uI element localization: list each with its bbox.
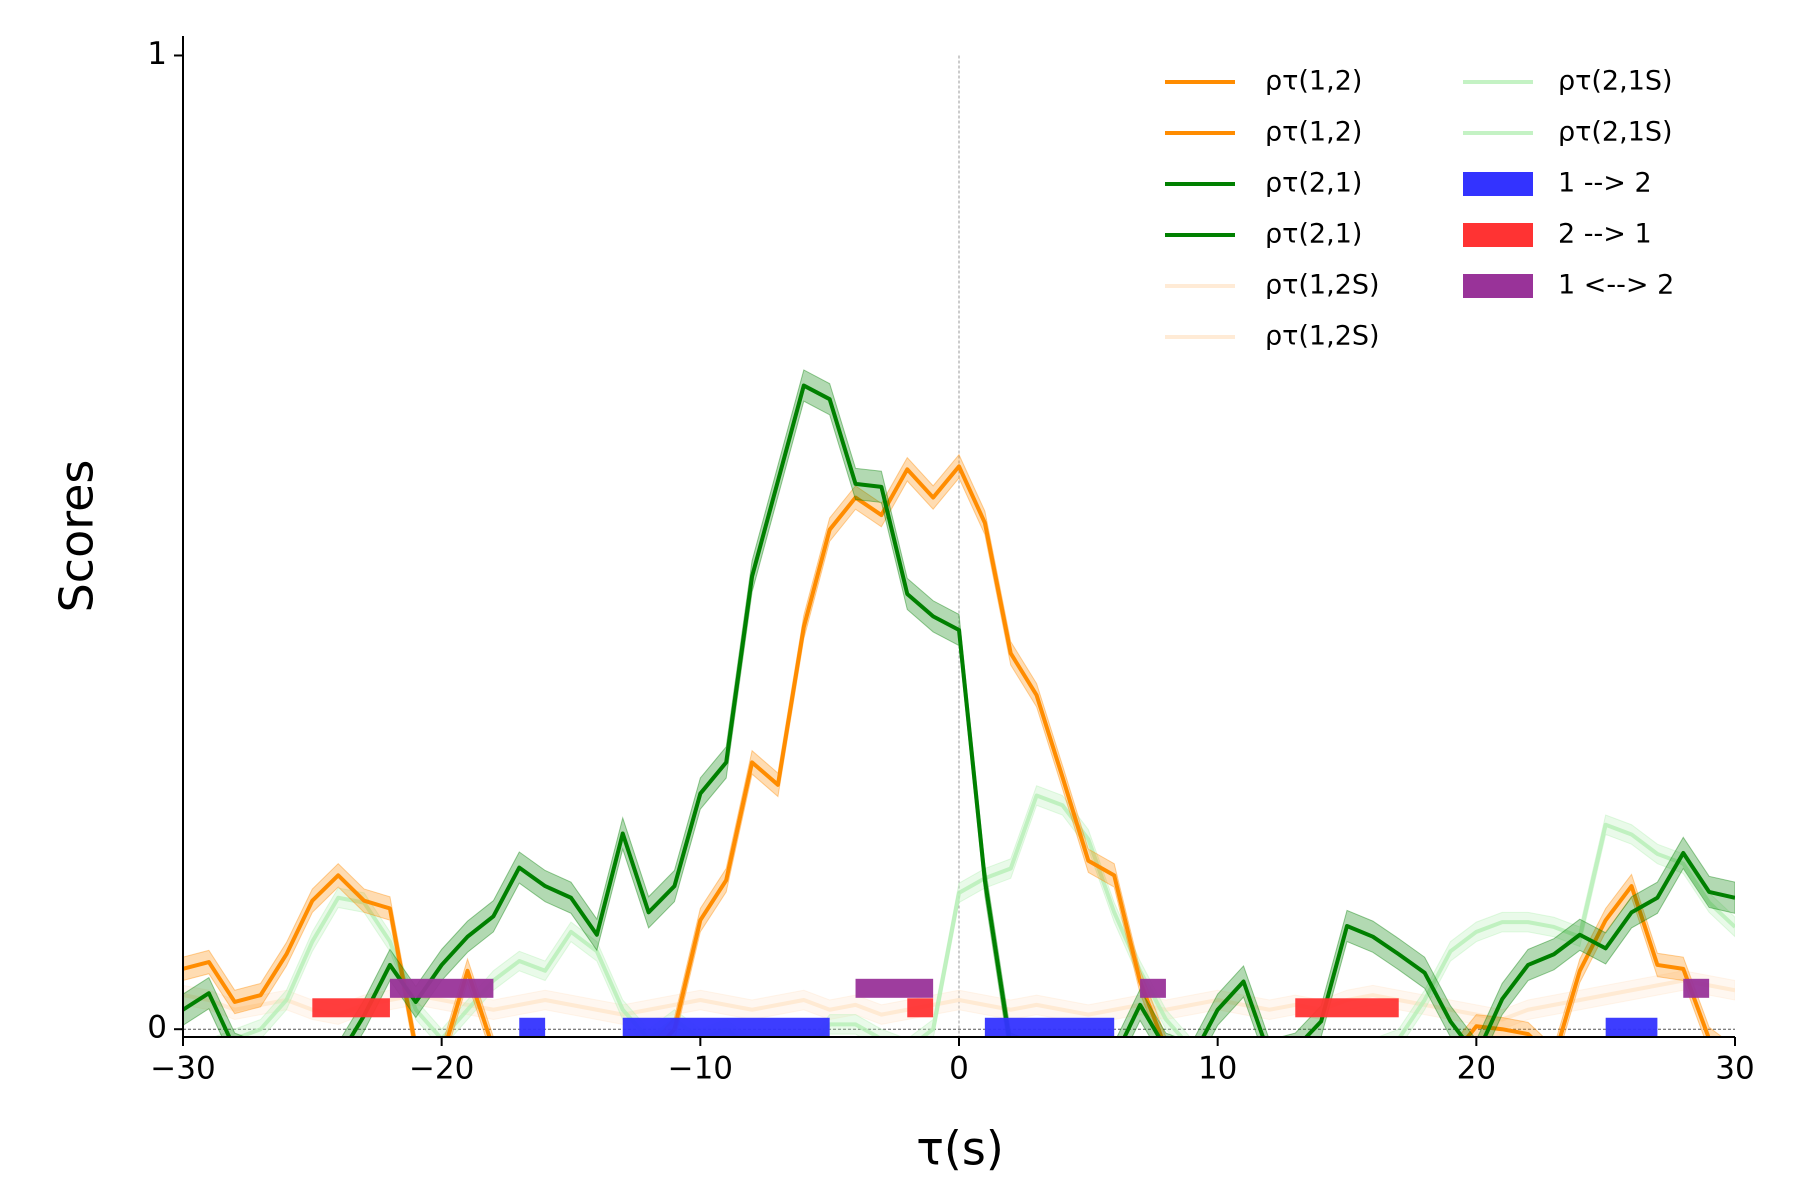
interval-bar xyxy=(312,998,390,1018)
interval-bar xyxy=(1140,978,1166,998)
series-line xyxy=(183,383,1735,1037)
legend-label: ρτ(1,2S) xyxy=(1265,321,1380,352)
x-axis-label: τ(s) xyxy=(916,1122,1004,1176)
y-tick-label: 1 xyxy=(147,36,167,72)
legend-label: ρτ(1,2) xyxy=(1265,66,1362,97)
x-tick-label: −10 xyxy=(668,1051,733,1087)
interval-bar xyxy=(1295,998,1399,1018)
legend-swatch xyxy=(1463,172,1533,196)
x-tick-label: 0 xyxy=(949,1051,969,1087)
interval-bar xyxy=(519,1017,546,1037)
legend-label: ρτ(2,1) xyxy=(1265,168,1362,199)
interval-bar xyxy=(389,978,494,998)
series-line xyxy=(183,464,1711,1037)
legend-label: 2 --> 1 xyxy=(1558,219,1652,250)
legend-label: ρτ(2,1) xyxy=(1265,219,1362,250)
confidence-band xyxy=(183,453,1723,1037)
x-tick-label: 20 xyxy=(1457,1051,1496,1087)
interval-bar xyxy=(984,1017,1115,1037)
interval-bar xyxy=(1683,978,1710,998)
legend-label: ρτ(1,2) xyxy=(1265,117,1362,148)
y-axis-label: Scores xyxy=(50,460,104,613)
legend-swatch xyxy=(1463,274,1533,298)
confidence-band xyxy=(183,369,1735,1037)
legend-label: 1 --> 2 xyxy=(1558,168,1652,199)
legend-swatch xyxy=(1463,223,1533,247)
interval-bar xyxy=(622,1017,830,1037)
series-line xyxy=(234,793,1735,1037)
legend-label: ρτ(1,2S) xyxy=(1265,270,1380,301)
x-tick-label: −20 xyxy=(409,1051,474,1087)
interval-bar xyxy=(855,978,934,998)
legend-label: 1 <--> 2 xyxy=(1558,270,1674,301)
x-tick-label: 10 xyxy=(1198,1051,1237,1087)
legend-label: ρτ(2,1S) xyxy=(1558,66,1673,97)
legend-label: ρτ(2,1S) xyxy=(1558,117,1673,148)
series-line xyxy=(183,978,1735,1022)
x-tick-label: −30 xyxy=(150,1051,215,1087)
y-tick-label: 0 xyxy=(147,1010,167,1046)
interval-bar xyxy=(1605,1017,1658,1037)
x-tick-label: 30 xyxy=(1715,1051,1754,1087)
interval-bar xyxy=(907,998,934,1018)
plot-area xyxy=(183,55,1735,1037)
